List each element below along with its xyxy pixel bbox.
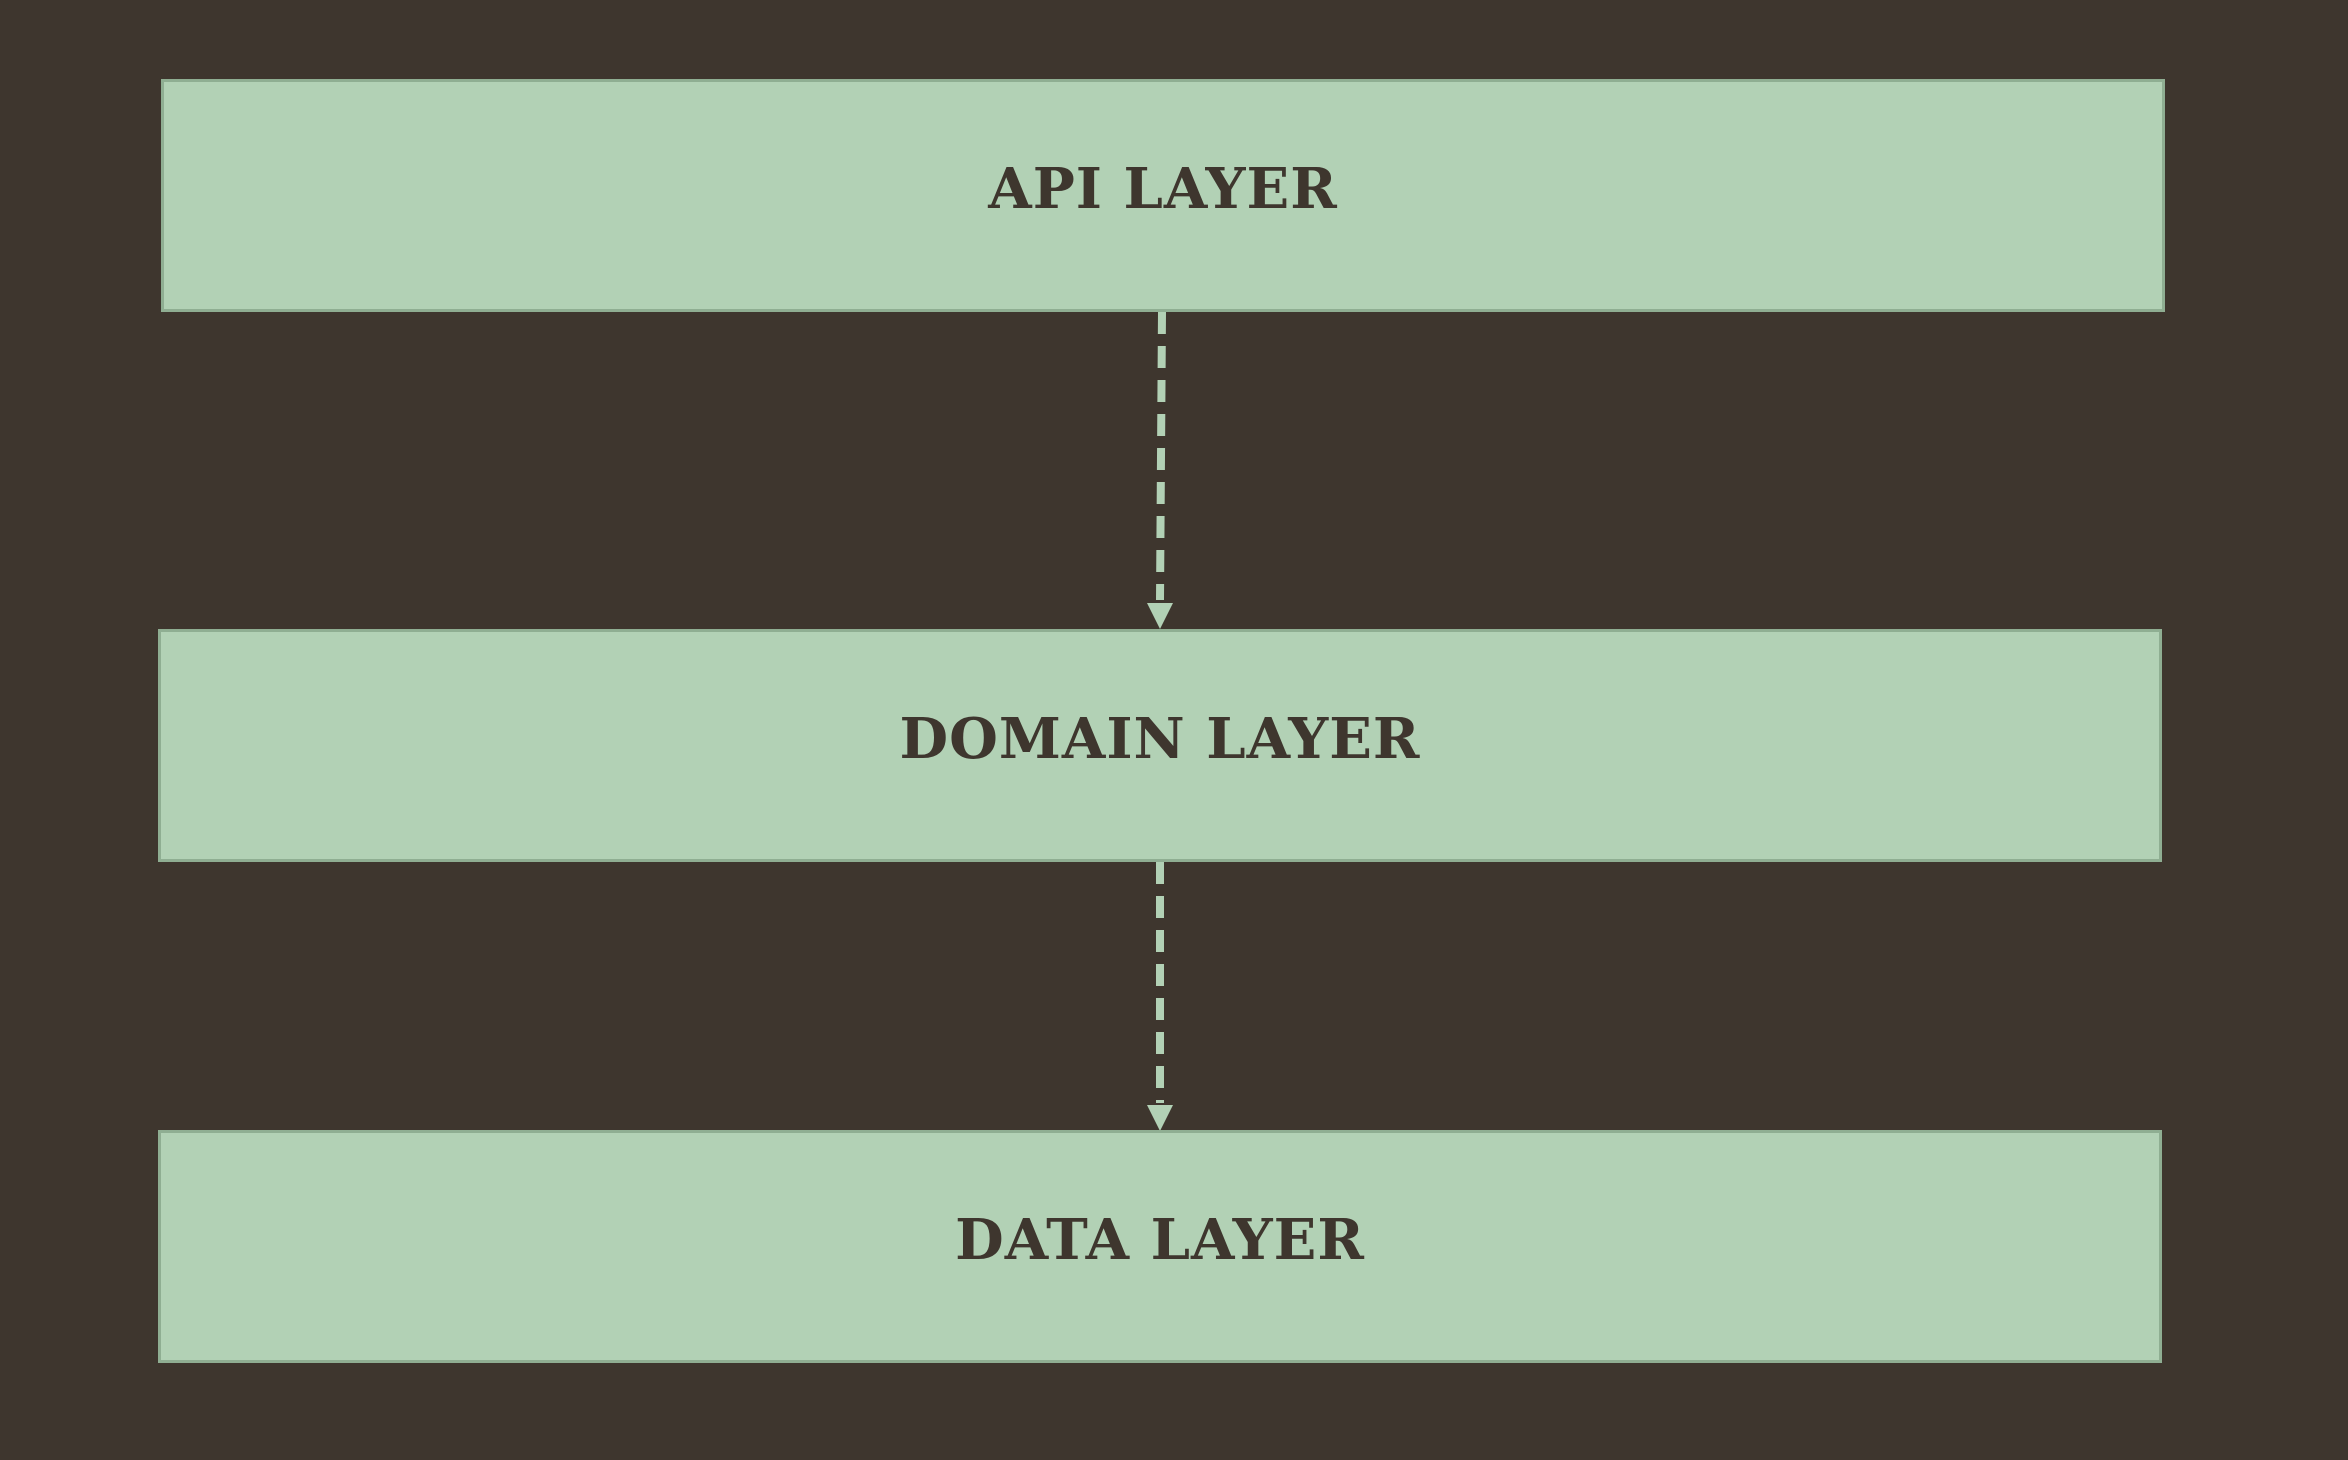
data-layer-label: DATA LAYER <box>955 1206 1365 1273</box>
arrow-domain-to-data-head <box>1147 1105 1173 1131</box>
arrow-api-to-domain-head <box>1147 603 1173 629</box>
domain-layer-box: DOMAIN LAYER <box>158 629 2162 862</box>
api-layer-label: API LAYER <box>988 155 1338 222</box>
arrow-api-to-domain <box>1147 311 1173 629</box>
arrow-domain-to-data <box>1147 862 1173 1131</box>
arrow-api-to-domain-line <box>1156 311 1166 601</box>
domain-layer-label: DOMAIN LAYER <box>899 705 1421 772</box>
data-layer-box: DATA LAYER <box>158 1130 2162 1363</box>
api-layer-box: API LAYER <box>161 79 2165 312</box>
